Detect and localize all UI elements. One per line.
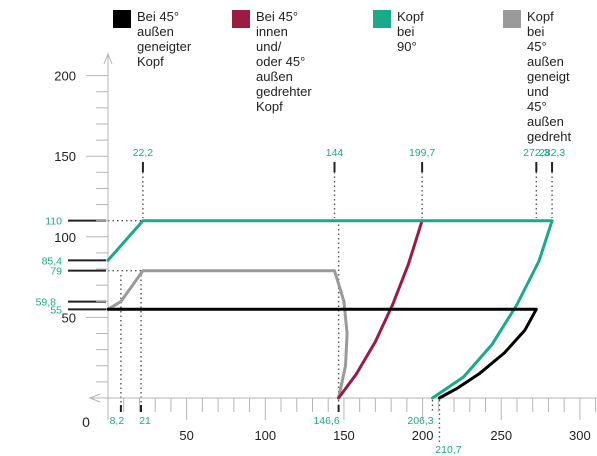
top-marker-label: 199,7 [409,147,435,159]
x-tick-label: 100 [254,428,276,443]
legend-label: Bei 45° innen und/ oder 45° außen gedreh… [256,9,312,114]
series-line-teal [106,219,554,400]
legend-swatch [503,10,521,28]
y-tick-label: 200 [54,69,76,84]
axes [86,52,597,420]
legend-label: Kopf bei 45° außen geneigt und 45° außen… [527,9,572,144]
series-line-gray [106,269,349,400]
y-axis-arrow [103,52,113,65]
y-marker-label: 59,8 [36,297,57,309]
legend-swatch [373,10,391,28]
x-tick-label: 250 [490,428,512,443]
series-line-black [106,307,538,400]
y-tick-label: 50 [62,310,76,325]
reference-lines [68,162,554,442]
x-tick-label: 0 [82,414,90,430]
x-marker-label: 206,3 [407,415,433,427]
x-marker-label: 146,6 [313,415,339,427]
top-marker-label: 272,3 [523,147,549,159]
x-tick-label: 150 [333,428,355,443]
y-marker-label: 85,4 [42,255,63,267]
y-marker-label: 110 [45,216,62,228]
x-marker-label: 8,2 [110,415,125,427]
labels: 200 150 100 50 0 50 100 150 200 250 300 22,2 144 199,… [36,69,591,456]
x-marker-label: 21 [139,415,151,427]
x-tick-label: 300 [569,428,591,443]
x-marker-label: 210,7 [435,444,461,456]
top-marker-label: 282,3 [539,147,565,159]
legend-swatch [232,10,250,28]
top-marker-label: 144 [326,147,344,159]
y-tick-label: 100 [54,230,76,245]
y-marker-label: 79 [50,266,62,278]
y-marker-label: 55 [50,304,62,316]
legend-label: Kopf bei 90° [397,9,424,54]
series-lines [106,219,554,400]
legend-swatch [113,10,131,28]
legend-label: Bei 45° außen geneigter Kopf [137,9,192,69]
top-marker-label: 22,2 [133,147,154,159]
series-line-crimson [337,219,424,400]
x-axis-arrow [88,393,101,403]
x-tick-label: 50 [179,428,193,443]
x-tick-label: 200 [412,428,434,443]
y-tick-label: 150 [54,149,76,164]
